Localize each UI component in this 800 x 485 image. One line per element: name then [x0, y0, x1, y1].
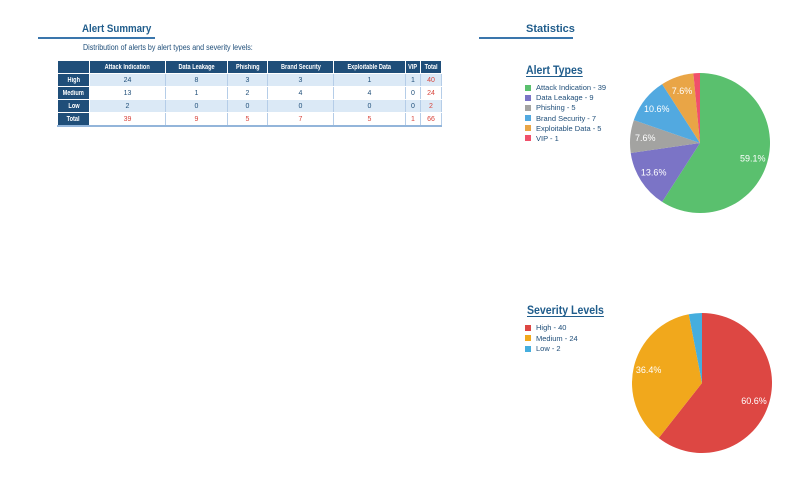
svg-text:13.6%: 13.6% [641, 168, 667, 178]
svg-text:59.1%: 59.1% [740, 154, 766, 164]
svg-text:7.6%: 7.6% [635, 133, 656, 143]
svg-text:60.6%: 60.6% [741, 396, 767, 406]
svg-text:10.6%: 10.6% [644, 104, 670, 114]
svg-text:7.6%: 7.6% [672, 86, 693, 96]
svg-text:36.4%: 36.4% [636, 365, 662, 375]
